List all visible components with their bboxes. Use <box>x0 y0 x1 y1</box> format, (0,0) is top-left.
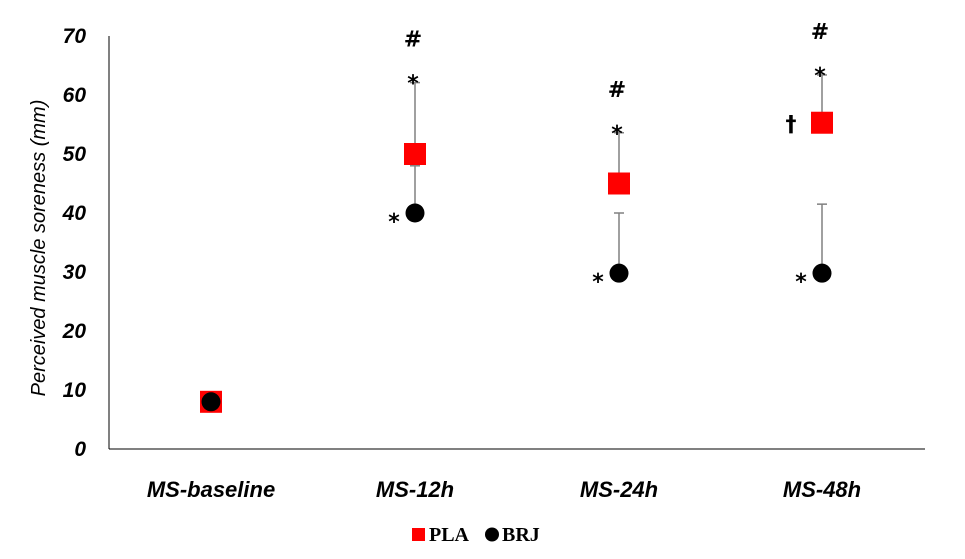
annotation-symbol: * <box>795 270 807 295</box>
y-tick-labels: 0 10 20 30 40 50 60 70 <box>62 25 87 461</box>
x-tick-label: MS-12h <box>376 477 454 502</box>
point-brj <box>405 203 425 223</box>
annotation-symbol: * <box>814 64 826 89</box>
legend-label-brj: BRJ <box>502 524 540 546</box>
x-tick-labels: MS-baseline MS-12h MS-24h MS-48h <box>147 477 861 502</box>
annotation-symbol: † <box>786 113 797 138</box>
annotation-symbol: # <box>811 20 829 45</box>
point-brj <box>609 263 629 283</box>
y-tick-label: 50 <box>63 143 87 166</box>
annotation-symbol: # <box>608 78 626 103</box>
legend: PLA BRJ <box>412 524 540 546</box>
error-bars <box>410 74 827 274</box>
point-pla <box>608 172 630 195</box>
point-brj <box>812 263 832 283</box>
legend-label-pla: PLA <box>429 524 470 546</box>
y-tick-label: 30 <box>63 261 87 284</box>
y-tick-label: 20 <box>62 320 87 343</box>
annotation-symbol: # <box>404 28 422 53</box>
point-brj <box>201 392 221 412</box>
significance-annotations: * # * # * # † * * * <box>388 20 829 295</box>
data-points <box>200 111 833 413</box>
point-pla <box>811 111 833 134</box>
annotation-symbol: * <box>388 210 400 235</box>
x-tick-label: MS-48h <box>783 477 861 502</box>
annotation-symbol: * <box>592 270 604 295</box>
y-tick-label: 0 <box>74 438 86 461</box>
y-tick-label: 60 <box>63 84 87 107</box>
x-tick-label: MS-baseline <box>147 477 275 502</box>
point-pla <box>404 143 426 165</box>
y-tick-label: 10 <box>63 379 87 402</box>
annotation-symbol: * <box>611 122 623 147</box>
y-tick-label: 40 <box>62 202 87 225</box>
legend-marker-pla <box>412 528 425 541</box>
y-tick-label: 70 <box>63 25 87 48</box>
legend-marker-brj <box>485 527 499 542</box>
annotation-symbol: * <box>407 72 419 97</box>
x-tick-label: MS-24h <box>580 477 658 502</box>
y-axis-label: Perceived muscle soreness (mm) <box>28 100 50 397</box>
